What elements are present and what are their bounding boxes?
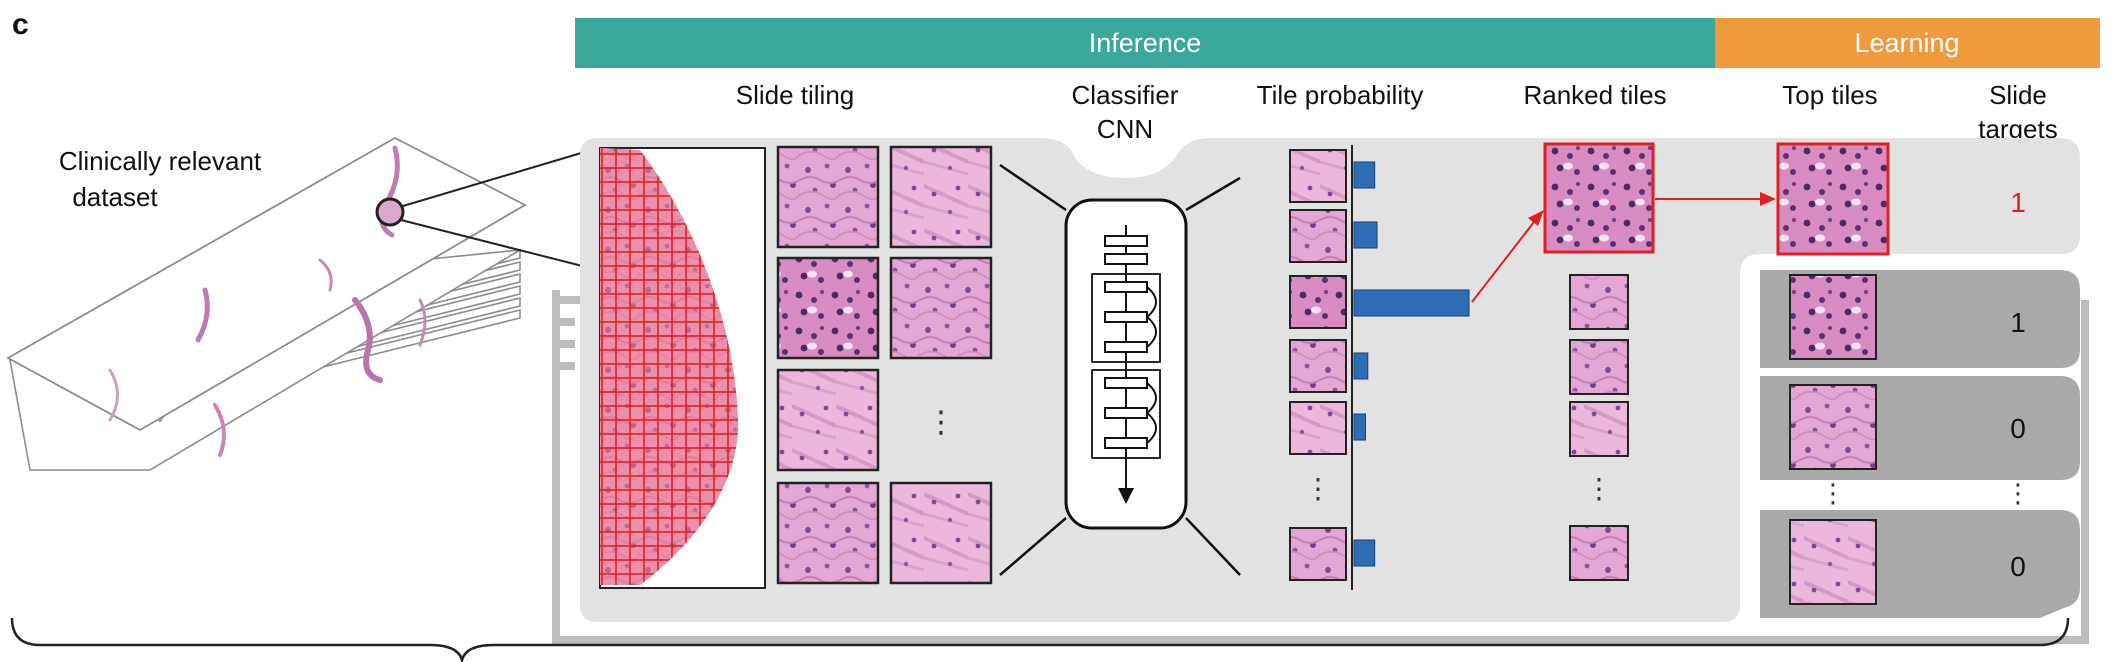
probability-bar (1353, 221, 1378, 249)
tiling-tile (889, 256, 993, 360)
probability-bar (1353, 352, 1369, 380)
probability-bar (1353, 539, 1376, 567)
probability-ellipsis: ⋮ (1304, 473, 1332, 504)
ranked-top-tile (1543, 142, 1655, 254)
zoom-line-top (402, 147, 599, 207)
probability-tile (1289, 149, 1347, 203)
panel-letter: c (12, 8, 29, 41)
header-classifier-line2: CNN (1097, 114, 1153, 144)
inference-banner (575, 18, 1715, 68)
zoom-circle (375, 197, 405, 227)
probability-bar (1353, 289, 1470, 317)
tiling-tile (776, 256, 880, 360)
zoom-line-bottom (400, 219, 599, 271)
tiling-tile (889, 145, 993, 249)
probability-tile (1289, 275, 1347, 329)
header-classifier-line1: Classifier (1072, 80, 1179, 110)
probability-tile (1289, 401, 1347, 455)
pipeline-frame (552, 290, 2089, 644)
learning-arrowhead (1760, 192, 1776, 206)
header-slide-targets-line1: Slide (1989, 80, 2047, 110)
tiling-tile (776, 481, 880, 585)
probability-bar (1353, 161, 1376, 189)
classifier-cnn (999, 163, 1241, 576)
targets-ellipsis-band (1760, 482, 2080, 508)
top-ellipsis: ⋮ (1820, 478, 1846, 508)
slide-target-2: 1 (2010, 307, 2026, 338)
probability-tile (1289, 339, 1347, 393)
probability-tile (1289, 527, 1347, 581)
header-slide-tiling: Slide tiling (736, 80, 855, 110)
tiling-tile (776, 368, 880, 472)
slide-target-4: 0 (2010, 551, 2026, 582)
learning-banner (1715, 18, 2100, 68)
learning-banner-label: Learning (1854, 28, 1959, 58)
tiling-tile (889, 481, 993, 585)
tiling-ellipsis: ⋮ (926, 406, 956, 439)
dataset-label-line1: Clinically relevant (59, 146, 262, 176)
dataset-label-line2: dataset (72, 182, 158, 212)
probability-tile (1289, 209, 1347, 263)
rank-arrow (1471, 221, 1535, 303)
header-ranked-tiles: Ranked tiles (1523, 80, 1666, 110)
slide-target-3: 0 (2010, 413, 2026, 444)
top-tile (1789, 384, 1877, 470)
header-top-tiles: Top tiles (1782, 80, 1877, 110)
top-tile (1789, 519, 1877, 605)
ranked-ellipsis: ⋮ (1585, 473, 1613, 504)
column-headers: Slide tiling Classifier CNN Tile probabi… (736, 80, 2058, 144)
top-tile-highlight (1776, 142, 1890, 256)
ranked-tile (1569, 339, 1629, 395)
ranked-tile (1569, 401, 1629, 457)
ranked-tile (1569, 525, 1629, 581)
probability-tiles (1289, 149, 1347, 581)
ranked-tile (1569, 274, 1629, 330)
probability-bars (1353, 161, 1470, 567)
rank-arrowhead (1528, 210, 1544, 226)
tiling-tile (776, 145, 880, 249)
top-tile (1789, 274, 1877, 360)
probability-bar (1353, 413, 1366, 441)
bottom-brace (10, 617, 2070, 662)
frame-ticks (556, 296, 580, 370)
tiling-tiles (776, 145, 993, 585)
slide-target-1: 1 (2010, 187, 2026, 218)
ranked-tiles (1569, 274, 1629, 581)
top-tiles (1789, 274, 1877, 605)
targets-ellipsis: ⋮ (2005, 478, 2031, 508)
header-tile-probability: Tile probability (1257, 80, 1424, 110)
inference-banner-label: Inference (1089, 28, 1202, 58)
